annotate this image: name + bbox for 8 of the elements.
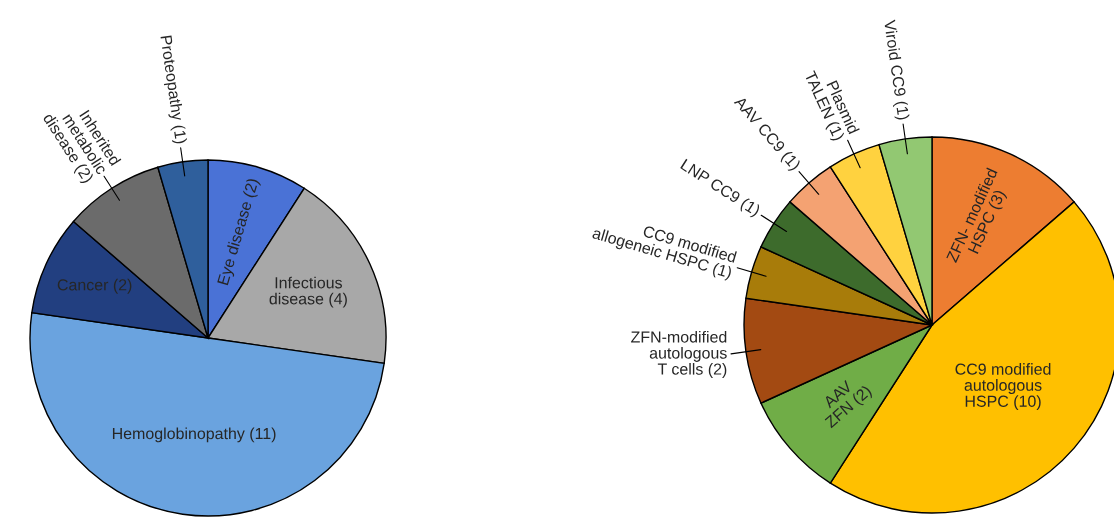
slice-label: Hemoglobinopathy (11) (112, 427, 276, 443)
slice-label: Viroid CC9 (1) (880, 19, 910, 121)
slice-label: Eye disease (2) (216, 177, 262, 287)
slice-label: CC9 modified autologous HSPC (10) (955, 363, 1051, 411)
slice-label: Proteopathy (1) (157, 35, 188, 145)
slice-label: ZFN-modified autologous T cells (2) (631, 330, 727, 378)
slice-label: Infectious disease (4) (269, 276, 347, 308)
slice-label: Cancer (2) (57, 278, 132, 294)
